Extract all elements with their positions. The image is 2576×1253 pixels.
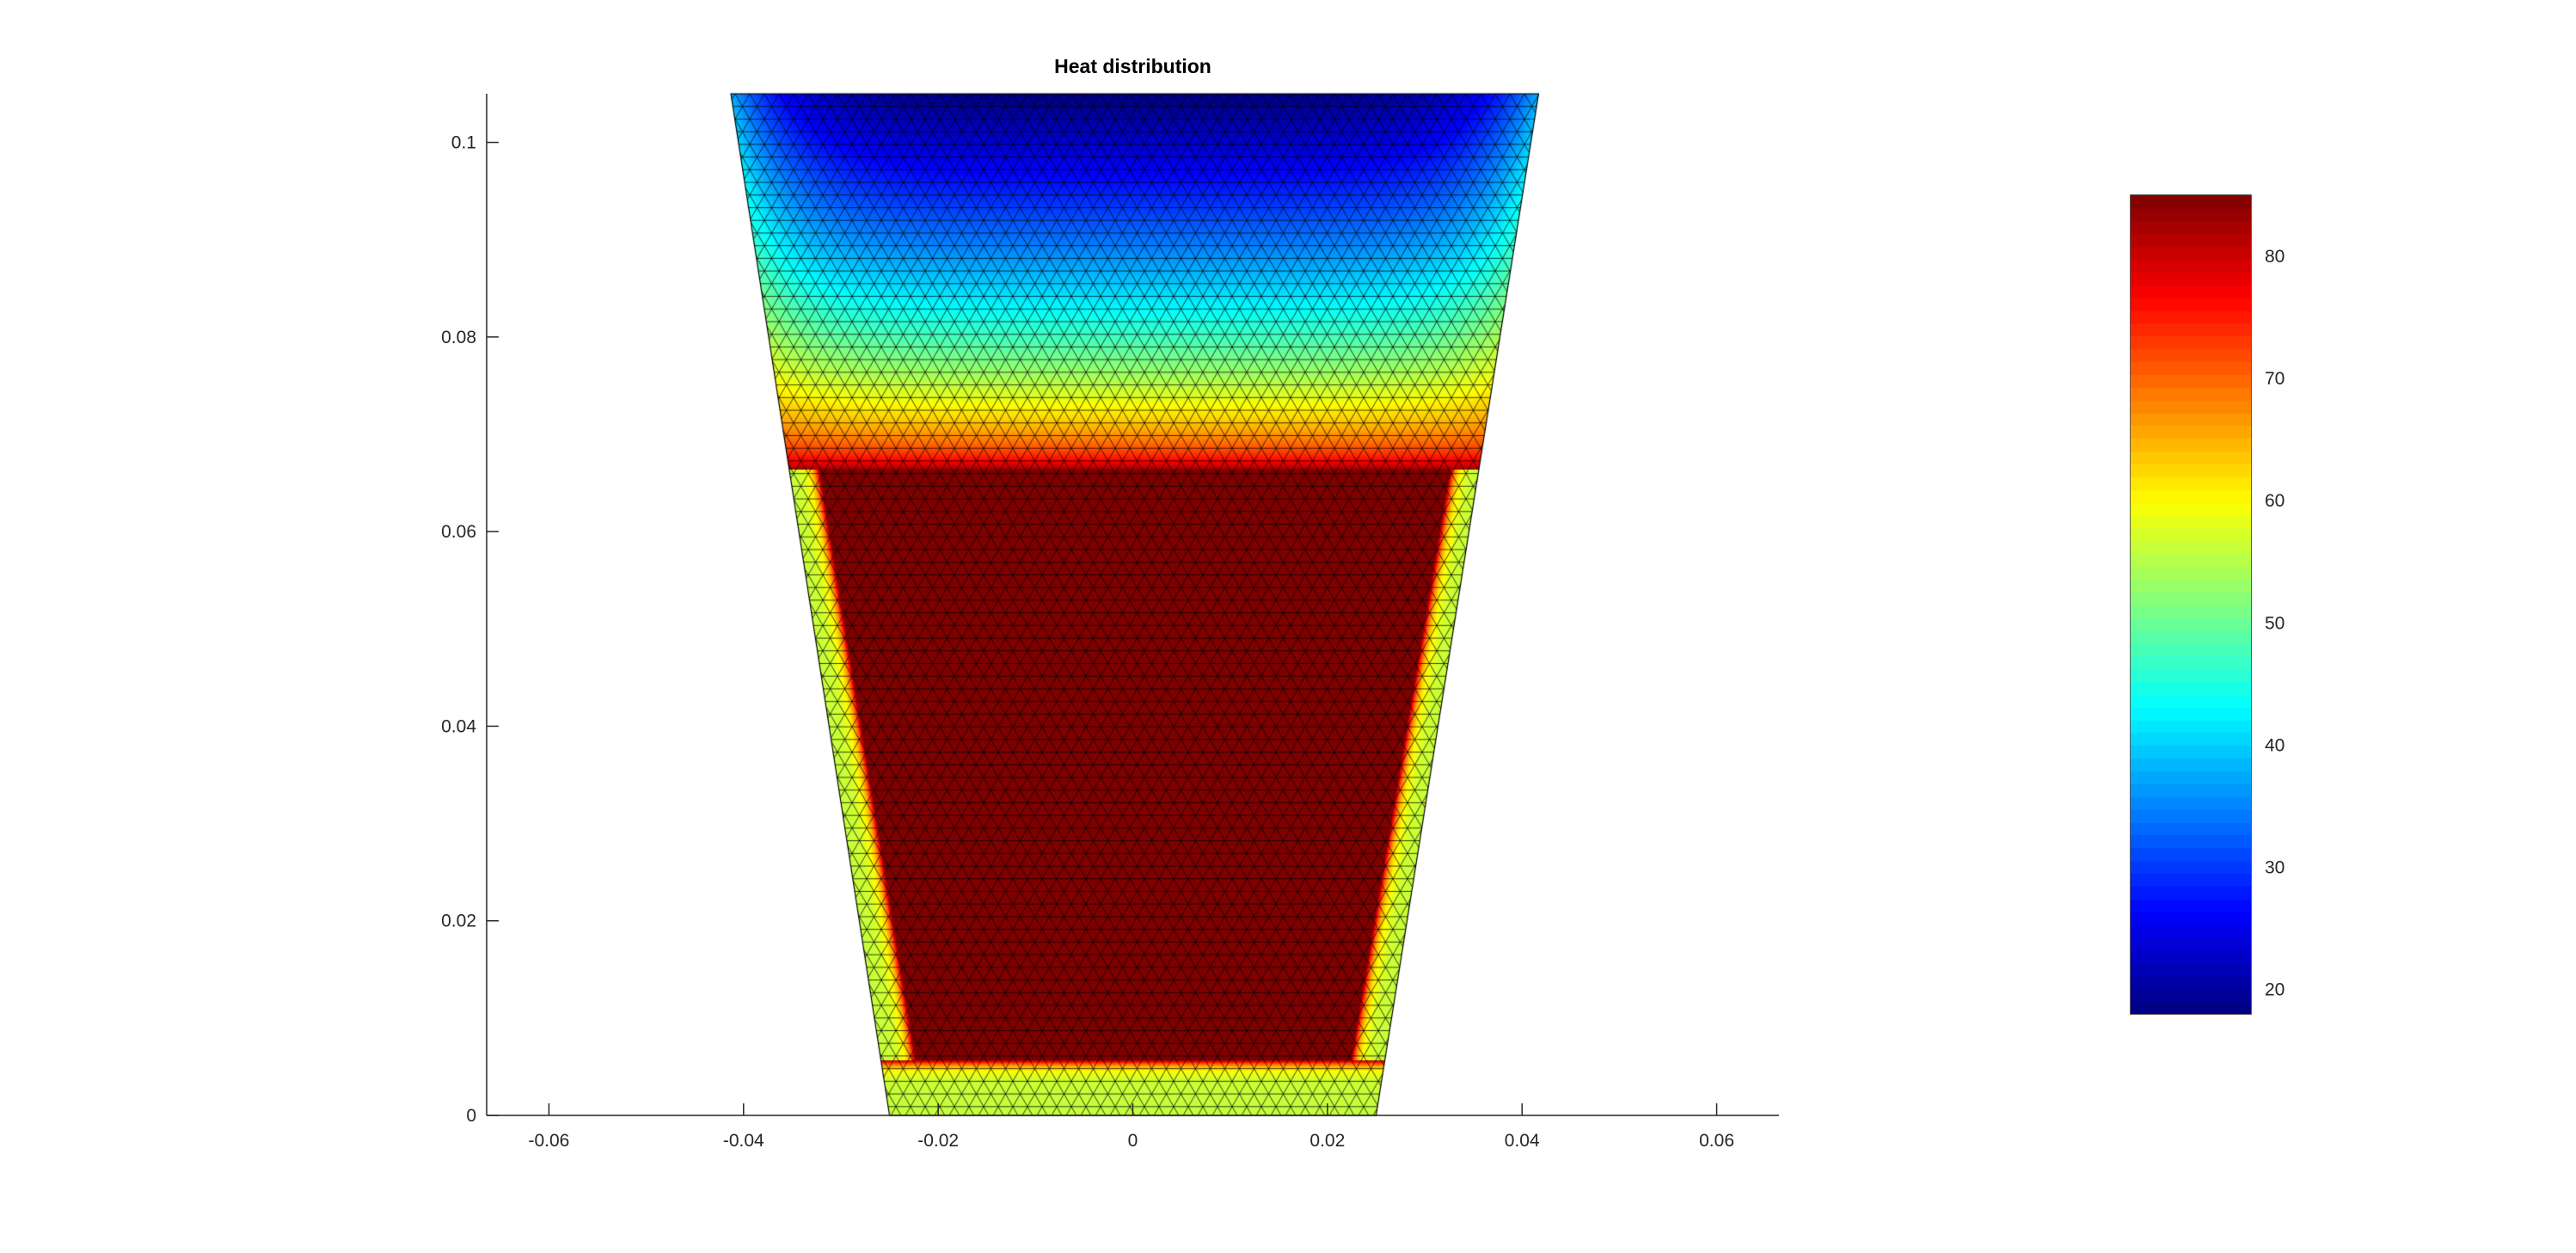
x-tick-label: 0 (1128, 1131, 1138, 1151)
x-tick-label: 0.04 (1505, 1131, 1540, 1151)
x-tick-label: 0.06 (1699, 1131, 1734, 1151)
colorbar-tick-label: 70 (2265, 369, 2285, 389)
colorbar-tick-label: 20 (2265, 980, 2285, 1000)
x-tick-label: 0.02 (1309, 1131, 1345, 1151)
y-tick-label: 0.08 (441, 328, 476, 347)
colorbar-tick-label: 50 (2265, 613, 2285, 633)
chart-title: Heat distribution (1054, 55, 1211, 77)
x-tick-label: -0.02 (917, 1131, 959, 1151)
colorbar-tick-label: 60 (2265, 491, 2285, 511)
colorbar-tick-label: 80 (2265, 247, 2285, 267)
y-tick-label: 0.04 (441, 716, 476, 736)
y-tick-label: 0 (466, 1106, 476, 1126)
y-tick-label: 0.1 (451, 133, 476, 153)
colorbar (2131, 195, 2251, 1014)
colorbar-tick-label: 30 (2265, 857, 2285, 877)
y-tick-label: 0.06 (441, 522, 476, 542)
x-tick-label: -0.06 (528, 1131, 569, 1151)
y-tick-label: 0.02 (441, 912, 476, 931)
x-tick-label: -0.04 (723, 1131, 764, 1151)
colorbar-tick-label: 40 (2265, 735, 2285, 755)
